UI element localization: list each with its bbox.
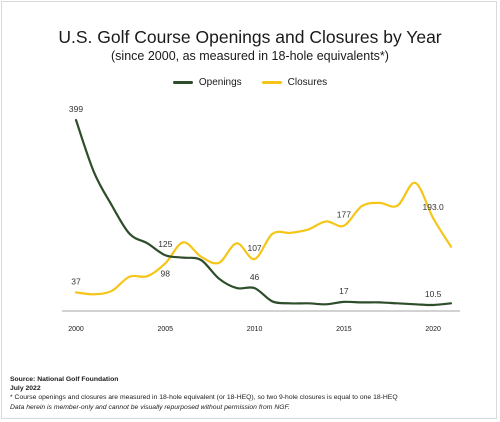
x-tick-label-2005: 2005 bbox=[157, 326, 173, 333]
footer-note: * Course openings and closures are measu… bbox=[10, 394, 398, 402]
footer-date: July 2022 bbox=[10, 385, 41, 393]
legend-label-closures: Closures bbox=[287, 77, 328, 88]
data-label-closures-2000: 37 bbox=[71, 276, 81, 286]
footer-disclaimer: Data herein is member-only and cannot be… bbox=[10, 403, 290, 411]
legend-label-openings: Openings bbox=[198, 77, 242, 88]
x-tick-label-2015: 2015 bbox=[336, 326, 352, 333]
data-label-closures-2015: 177 bbox=[337, 210, 351, 220]
legend-swatch-closures bbox=[261, 81, 282, 84]
legend: Openings Closures bbox=[0, 77, 500, 88]
footer: Source: National Golf Foundation July 20… bbox=[10, 375, 490, 412]
data-label-closures-2010: 107 bbox=[247, 243, 261, 253]
data-label-openings-2000: 399 bbox=[69, 104, 83, 114]
legend-entry-closures: Closures bbox=[261, 77, 328, 88]
x-tick-label-2010: 2010 bbox=[247, 326, 263, 333]
data-label-closures-2020: 193.0 bbox=[423, 202, 445, 212]
chart-subtitle: (since 2000, as measured in 18-hole equi… bbox=[111, 49, 389, 63]
x-tick-label-2000: 2000 bbox=[68, 326, 84, 333]
series-line-closures bbox=[74, 181, 453, 296]
legend-swatch-openings bbox=[172, 81, 193, 84]
data-label-openings-2020: 10.5 bbox=[425, 289, 442, 299]
data-label-openings-2010: 46 bbox=[250, 272, 260, 282]
footer-source: Source: National Golf Foundation bbox=[10, 376, 119, 383]
series-line-openings bbox=[74, 118, 453, 307]
data-label-openings-2005: 125 bbox=[158, 239, 172, 249]
legend-entry-openings: Openings bbox=[172, 77, 242, 88]
data-label-closures-2005: 98 bbox=[161, 268, 171, 278]
data-label-openings-2015: 17 bbox=[339, 286, 349, 296]
x-tick-label-2020: 2020 bbox=[425, 326, 441, 333]
chart-title: U.S. Golf Course Openings and Closures b… bbox=[58, 27, 442, 47]
